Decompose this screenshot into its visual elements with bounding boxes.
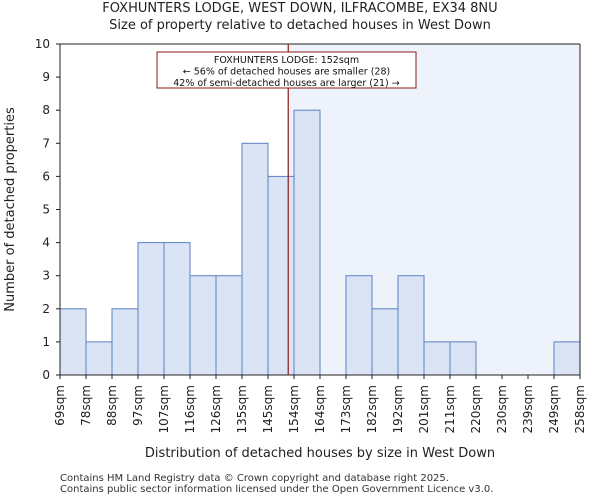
annotation-box	[156, 51, 417, 89]
histogram-chart: 0 1 2 3 4 5 6 7 8 9 10 69sqm 78sqm 88sqm 97sqm 107sqm 11…	[3, 37, 587, 461]
x-tick-label: 220sqm	[469, 385, 483, 433]
footer-licence: Contains public sector information licen…	[60, 484, 494, 495]
x-tick-label: 69sqm	[53, 385, 67, 426]
bar	[293, 109, 321, 376]
chart-subtitle: Size of property relative to detached ho…	[109, 18, 491, 33]
bar	[553, 341, 581, 376]
x-tick-label: 154sqm	[287, 385, 301, 433]
y-tick-label: 2	[42, 302, 50, 316]
annotation-text: 42% of semi-detached houses are larger (…	[173, 78, 400, 89]
x-tick-label: 182sqm	[365, 385, 379, 433]
x-tick-label: 126sqm	[209, 385, 223, 433]
bar	[163, 242, 191, 376]
y-tick-label: 0	[42, 368, 50, 382]
y-tick-label: 1	[42, 335, 50, 349]
x-tick-label: 201sqm	[417, 385, 431, 433]
x-tick-label: 249sqm	[547, 385, 561, 433]
x-tick-label: 192sqm	[391, 385, 405, 433]
y-tick-label: 5	[42, 203, 50, 217]
x-tick-label: 97sqm	[131, 385, 145, 426]
bar	[189, 275, 217, 376]
bar	[371, 308, 399, 376]
y-axis-title: Number of detached properties	[3, 107, 18, 312]
y-tick-label: 7	[42, 136, 50, 150]
bar	[267, 175, 295, 376]
x-tick-label: 164sqm	[313, 385, 327, 433]
bar	[85, 341, 113, 376]
footer-copyright: Contains HM Land Registry data © Crown c…	[60, 473, 449, 484]
bar	[449, 341, 477, 376]
x-tick-label: 258sqm	[573, 385, 587, 433]
x-tick-label: 107sqm	[157, 385, 171, 433]
y-tick-label: 8	[42, 103, 50, 117]
x-tick-label: 230sqm	[495, 385, 509, 433]
x-tick-label: 78sqm	[79, 385, 93, 426]
annotation-text: FOXHUNTERS LODGE: 152sqm	[214, 55, 359, 66]
x-tick-label: 88sqm	[105, 385, 119, 426]
larger-region-shade	[288, 44, 580, 375]
y-tick-label: 10	[35, 37, 50, 51]
x-axis-title: Distribution of detached houses by size …	[145, 446, 495, 461]
bar	[423, 341, 451, 376]
x-tick-label: 211sqm	[443, 385, 457, 433]
x-tick-label: 135sqm	[235, 385, 249, 433]
annotation-text: ← 56% of detached houses are smaller (28…	[183, 67, 390, 78]
x-tick-label: 116sqm	[183, 385, 197, 433]
x-tick-label: 173sqm	[339, 385, 353, 433]
bar	[215, 275, 243, 376]
y-tick-label: 3	[42, 269, 50, 283]
bar	[137, 242, 165, 376]
bar	[345, 275, 373, 376]
x-tick-label: 145sqm	[261, 385, 275, 433]
y-tick-label: 4	[42, 236, 50, 250]
y-tick-label: 6	[42, 169, 50, 183]
y-tick-label: 9	[42, 70, 50, 84]
bar	[397, 275, 425, 376]
bar	[241, 142, 269, 376]
x-tick-label: 239sqm	[521, 385, 535, 433]
bar	[59, 308, 87, 376]
chart-title: FOXHUNTERS LODGE, WEST DOWN, ILFRACOMBE,…	[102, 1, 498, 16]
bar	[111, 308, 139, 376]
